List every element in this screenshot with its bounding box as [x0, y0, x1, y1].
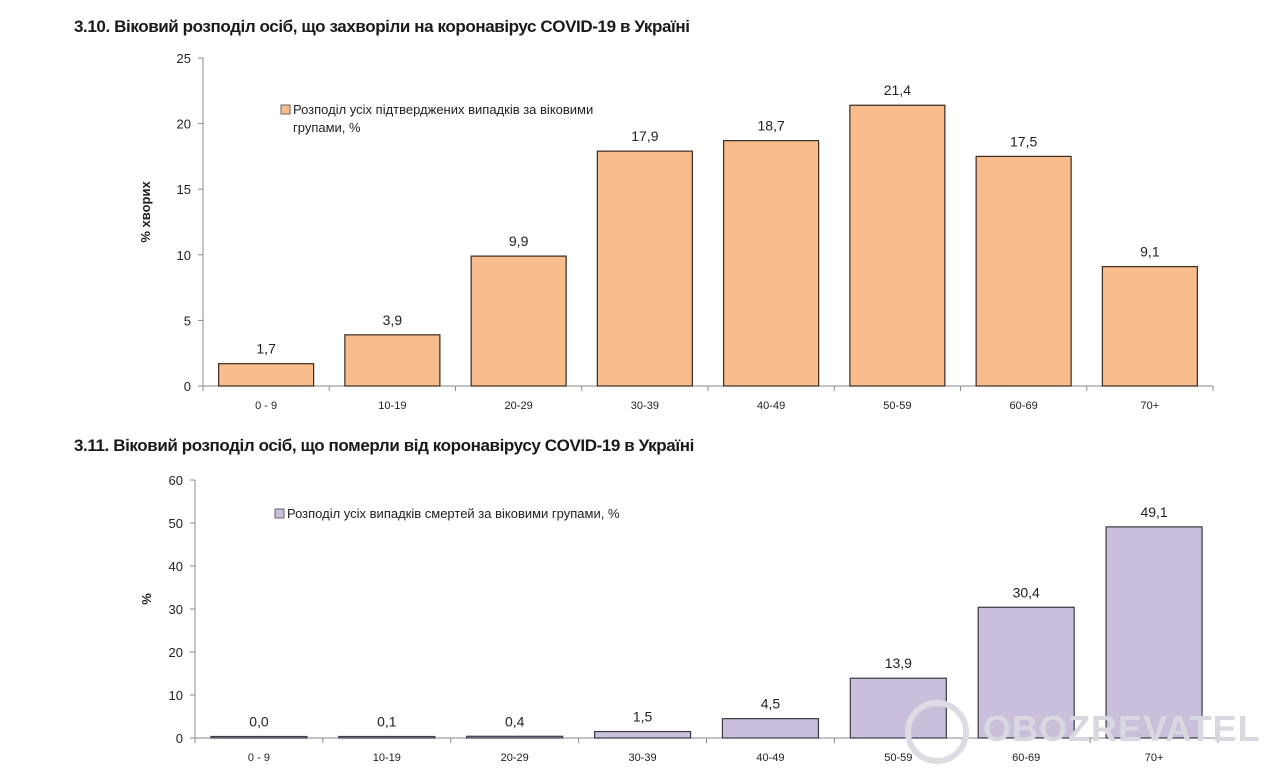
- data-label: 17,9: [631, 128, 658, 144]
- category-label: 0 - 9: [248, 752, 270, 764]
- bar-20-29: [466, 735, 564, 739]
- data-label: 4,5: [761, 696, 781, 712]
- category-label: 50-59: [883, 400, 911, 412]
- bar-0-9: [210, 735, 308, 739]
- legend-text: Розподіл усіх випадків смертей за вікови…: [287, 506, 620, 521]
- category-label: 0 - 9: [255, 400, 277, 412]
- y-axis-label: %: [139, 593, 154, 605]
- data-label: 0,4: [505, 713, 525, 729]
- y-tick-label: 25: [177, 51, 191, 66]
- category-label: 70+: [1145, 752, 1164, 764]
- legend-text: групами, %: [293, 120, 361, 135]
- data-label: 49,1: [1140, 504, 1167, 520]
- category-label: 20-29: [501, 752, 529, 764]
- y-tick-label: 0: [176, 731, 183, 746]
- y-tick-label: 10: [169, 688, 183, 703]
- bar-60-69: [975, 155, 1072, 387]
- category-label: 40-49: [756, 752, 784, 764]
- y-tick-label: 40: [169, 559, 183, 574]
- data-label: 1,7: [256, 341, 276, 357]
- bar-30-39: [596, 150, 693, 387]
- legend-swatch: [280, 104, 291, 115]
- data-label: 18,7: [758, 118, 785, 134]
- watermark-text: OBOZREVATEL: [983, 708, 1261, 749]
- data-label: 9,9: [509, 233, 529, 249]
- y-tick-label: 5: [184, 313, 191, 328]
- globe-icon: [905, 700, 969, 764]
- bar-10-19: [338, 735, 436, 739]
- bar-30-39: [593, 730, 692, 739]
- category-label: 70+: [1141, 400, 1160, 412]
- bar-60-69: [977, 606, 1075, 739]
- data-label: 9,1: [1140, 244, 1160, 260]
- category-label: 30-39: [631, 400, 659, 412]
- category-label: 60-69: [1012, 752, 1040, 764]
- bar-70plus: [1105, 526, 1203, 739]
- data-label: 3,9: [383, 312, 403, 328]
- category-label: 40-49: [757, 400, 785, 412]
- watermark: OBOZREVATEL: [905, 700, 1260, 772]
- category-label: 30-39: [628, 752, 656, 764]
- y-tick-label: 60: [169, 473, 183, 488]
- y-tick-label: 20: [177, 117, 191, 132]
- y-tick-label: 30: [169, 602, 183, 617]
- category-label: 50-59: [884, 752, 912, 764]
- bar-10-19: [344, 334, 441, 387]
- category-label: 10-19: [373, 752, 401, 764]
- legend-swatch: [274, 508, 285, 519]
- bar-20-29: [470, 255, 567, 387]
- y-axis-label: % хворих: [138, 181, 153, 243]
- category-label: 10-19: [378, 400, 406, 412]
- bar-70plus: [1101, 266, 1198, 387]
- data-label: 13,9: [885, 655, 912, 671]
- chart-1-title: 3.10. Віковий розподіл осіб, що захворіл…: [74, 17, 690, 36]
- bar-40-49: [721, 718, 820, 739]
- chart-2-title: 3.11. Віковий розподіл осіб, що померли …: [74, 436, 694, 455]
- y-tick-label: 10: [177, 248, 191, 263]
- category-label: 60-69: [1010, 400, 1038, 412]
- confirmed-cases-chart: 0 5 10 15 20 25 % хворих 1,7 0 - 9 3,9 10-19 9,9 20-…: [138, 51, 1214, 412]
- data-label: 0,0: [249, 714, 269, 730]
- data-label: 21,4: [884, 82, 911, 98]
- y-tick-label: 0: [184, 379, 191, 394]
- data-label: 0,1: [377, 714, 397, 730]
- legend-text: Розподіл усіх підтверджених випадків за …: [293, 102, 593, 117]
- y-tick-label: 50: [169, 516, 183, 531]
- data-label: 17,5: [1010, 133, 1037, 149]
- data-label: 1,5: [633, 709, 653, 725]
- y-tick-label: 15: [177, 182, 191, 197]
- data-label: 30,4: [1013, 584, 1040, 600]
- bar-50-59: [849, 104, 946, 387]
- bar-40-49: [723, 140, 820, 387]
- category-label: 20-29: [505, 400, 533, 412]
- bar-0-9: [218, 363, 315, 387]
- y-tick-label: 20: [169, 645, 183, 660]
